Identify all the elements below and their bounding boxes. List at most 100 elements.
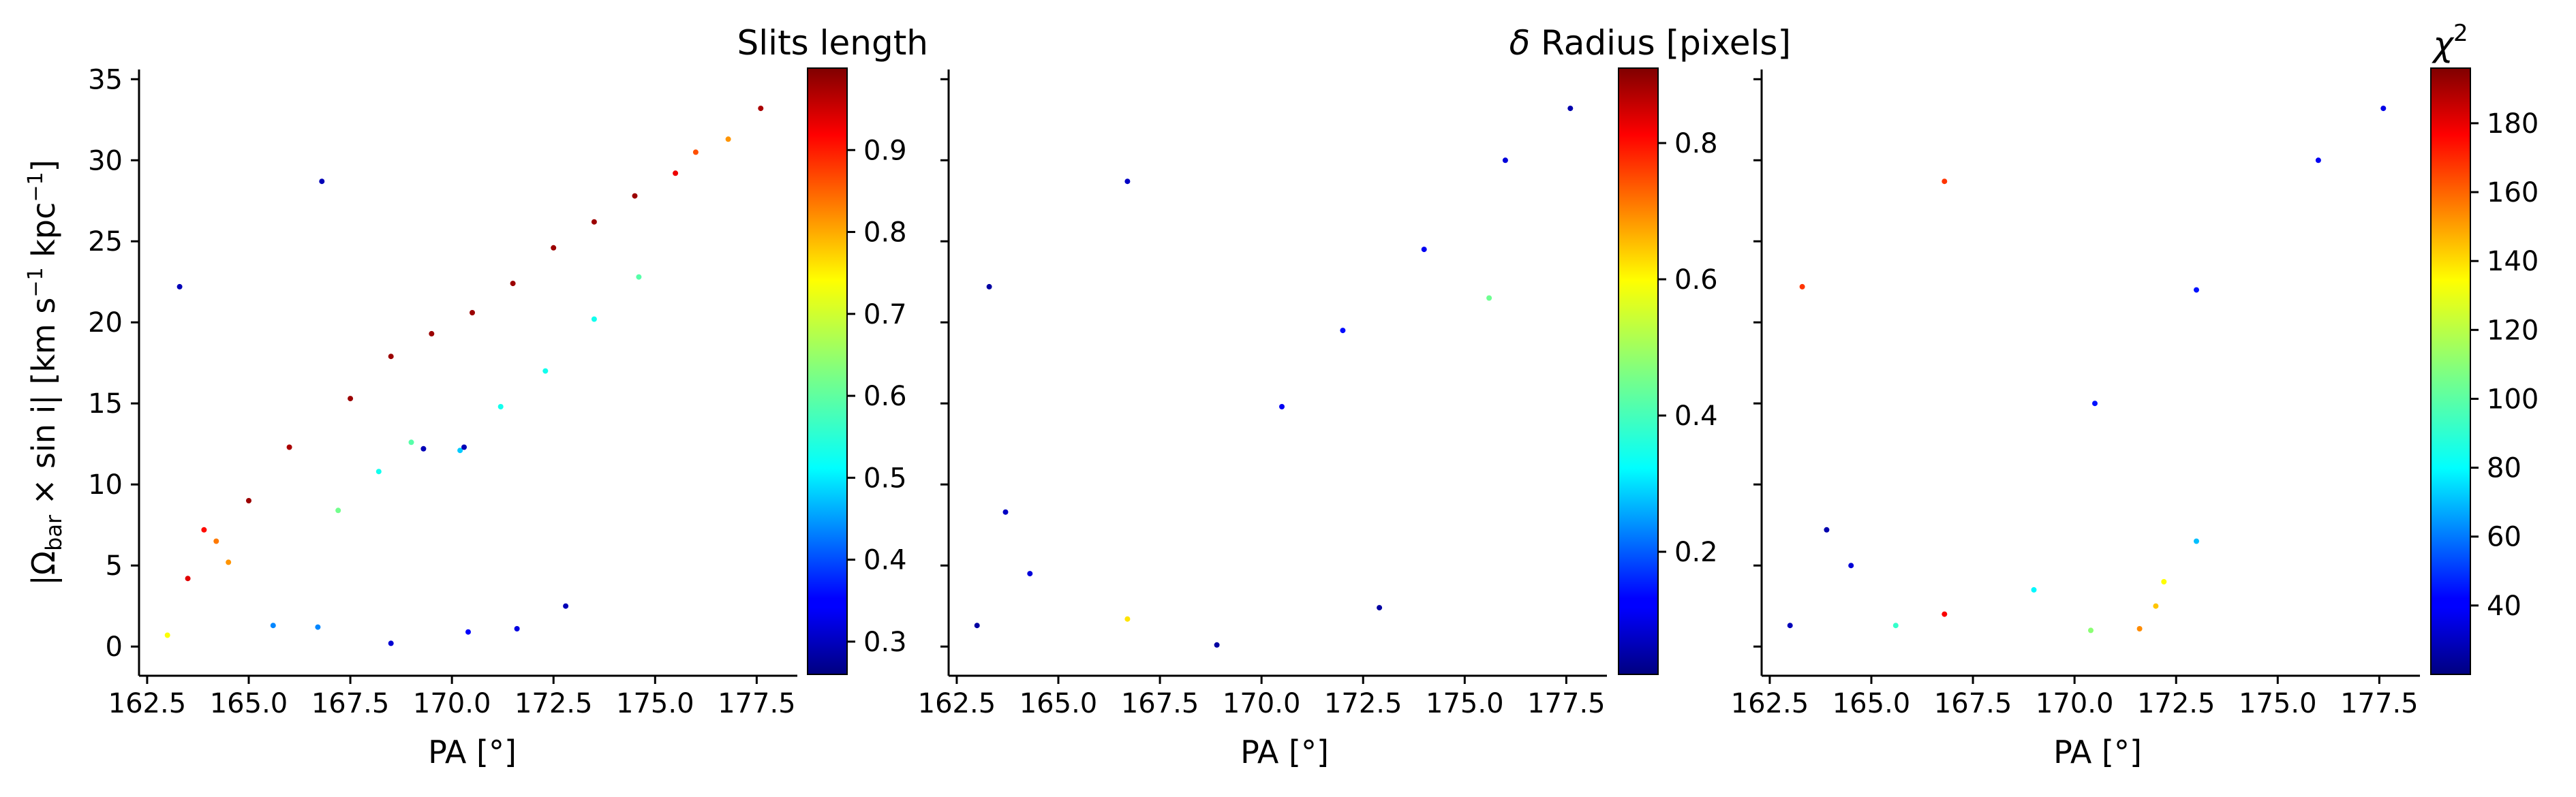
data-point xyxy=(2194,287,2199,293)
colorbar-title-chi-squared: χ2 xyxy=(2431,20,2468,64)
data-point xyxy=(510,281,516,287)
data-point xyxy=(461,444,467,450)
colorbar-tick-label: 180 xyxy=(2487,108,2539,140)
colorbar-tick-label: 0.5 xyxy=(863,463,907,494)
data-point xyxy=(246,498,251,503)
data-point xyxy=(270,623,276,629)
data-point xyxy=(1027,571,1033,577)
panel-slits-length: 162.5 165.0 167.5 170.0 172.5 175.0 177.5 0 5 10… xyxy=(24,23,928,770)
data-point xyxy=(542,368,549,374)
data-point xyxy=(201,527,207,533)
colorbar-title-delta-radius: δ Radius [pixels] xyxy=(1509,23,1791,63)
colorbar-tick-label: 0.6 xyxy=(1674,264,1718,296)
y-tick-label: 30 xyxy=(88,145,123,176)
y-tick-label: 25 xyxy=(88,226,123,257)
colorbar-tick-label: 100 xyxy=(2487,384,2539,415)
data-point xyxy=(1848,563,1854,569)
colorbar-chi-squared xyxy=(2431,68,2470,674)
y-ticks-chi2 xyxy=(1753,78,1762,648)
data-point xyxy=(497,404,504,409)
data-point xyxy=(1502,157,1508,163)
data-point xyxy=(177,283,183,290)
x-axis-label-dradius: PA [°] xyxy=(1240,734,1329,770)
data-point xyxy=(636,274,642,280)
data-point xyxy=(725,136,731,142)
colorbar-frame-dradius xyxy=(1618,67,1659,675)
data-point xyxy=(185,576,191,582)
data-point xyxy=(2380,106,2387,112)
panel-delta-radius: 162.5 165.0 167.5 170.0 172.5 175.0 177.5 PA [… xyxy=(918,23,1791,770)
colorbar-tick-label: 0.7 xyxy=(863,299,907,330)
colorbar-ticks-chi2: 40 60 80 100 120 140 160 180 xyxy=(2470,108,2539,622)
data-point xyxy=(1799,283,1805,290)
colorbar-tick-label: 0.4 xyxy=(863,545,907,576)
data-point xyxy=(420,446,427,452)
x-tick-label: 167.5 xyxy=(1121,688,1199,719)
data-point xyxy=(591,219,597,225)
y-tick-label: 20 xyxy=(88,307,123,339)
y-tick-label: 0 xyxy=(106,631,123,663)
data-point xyxy=(1002,509,1009,515)
data-point xyxy=(226,559,232,565)
data-point xyxy=(1377,605,1383,611)
data-point xyxy=(986,283,992,290)
data-point xyxy=(758,106,764,112)
data-point xyxy=(286,444,292,450)
x-tick-label: 170.0 xyxy=(1223,688,1301,719)
data-point xyxy=(632,193,638,199)
panel-chi-squared: 162.5 165.0 167.5 170.0 172.5 175.0 177.5 PA [… xyxy=(1731,20,2539,770)
colorbar-tick-label: 120 xyxy=(2487,315,2539,346)
colorbar-title-slits-length: Slits length xyxy=(737,23,928,63)
x-tick-label: 172.5 xyxy=(1324,688,1402,719)
colorbar-slits-length xyxy=(808,68,847,674)
data-point xyxy=(2153,603,2159,609)
data-point xyxy=(1942,178,1948,185)
data-point xyxy=(1787,623,1793,629)
x-tick-label: 165.0 xyxy=(1019,688,1098,719)
colorbar-tick-label: 0.3 xyxy=(863,627,907,658)
data-point xyxy=(408,439,414,446)
data-point xyxy=(375,469,382,475)
data-point xyxy=(692,149,699,155)
x-tick-label: 177.5 xyxy=(718,688,796,719)
data-point xyxy=(1124,178,1131,185)
colorbar-delta-radius xyxy=(1619,68,1658,674)
data-point xyxy=(2315,157,2321,163)
data-point xyxy=(457,448,463,454)
colorbar-ticks-slits: 0.3 0.4 0.5 0.6 0.7 0.8 0.9 xyxy=(847,135,907,658)
data-point xyxy=(164,632,170,638)
colorbar-tick-label: 60 xyxy=(2487,522,2521,553)
data-point xyxy=(2136,626,2143,631)
data-point xyxy=(1942,611,1948,617)
colorbar-tick-label: 0.4 xyxy=(1674,401,1718,432)
data-point xyxy=(1214,642,1220,648)
x-ticks-dradius: 162.5 165.0 167.5 170.0 172.5 175.0 177.5 xyxy=(918,676,1606,719)
data-point xyxy=(1892,623,1899,629)
colorbar-tick-label: 40 xyxy=(2487,591,2521,622)
y-tick-label: 15 xyxy=(88,388,123,420)
x-ticks-slits: 162.5 165.0 167.5 170.0 172.5 175.0 177.5 xyxy=(108,676,796,719)
data-point xyxy=(591,316,597,322)
data-point xyxy=(673,170,679,176)
data-point xyxy=(348,396,354,402)
x-tick-label: 167.5 xyxy=(1934,688,2012,719)
colorbar-tick-label: 0.6 xyxy=(863,381,907,412)
y-ticks-dradius xyxy=(940,78,949,648)
y-tick-label: 5 xyxy=(106,550,123,582)
y-axis-label: |Ωbar × sin i| [km s−1 kpc−1] xyxy=(24,159,67,585)
data-point xyxy=(1421,247,1427,253)
x-tick-label: 177.5 xyxy=(1527,688,1606,719)
colorbar-tick-label: 160 xyxy=(2487,177,2539,208)
x-tick-label: 175.0 xyxy=(1426,688,1504,719)
data-point xyxy=(514,626,520,631)
x-tick-label: 170.0 xyxy=(2036,688,2114,719)
scatter-points-chi2 xyxy=(1787,106,2387,634)
scatter-points-slits xyxy=(164,106,764,646)
data-point xyxy=(1124,616,1131,622)
x-tick-label: 162.5 xyxy=(918,688,996,719)
x-tick-label: 175.0 xyxy=(2239,688,2317,719)
data-point xyxy=(551,245,557,251)
colorbar-ticks-dradius: 0.2 0.4 0.6 0.8 xyxy=(1658,128,1718,568)
colorbar-tick-label: 0.2 xyxy=(1674,537,1718,568)
